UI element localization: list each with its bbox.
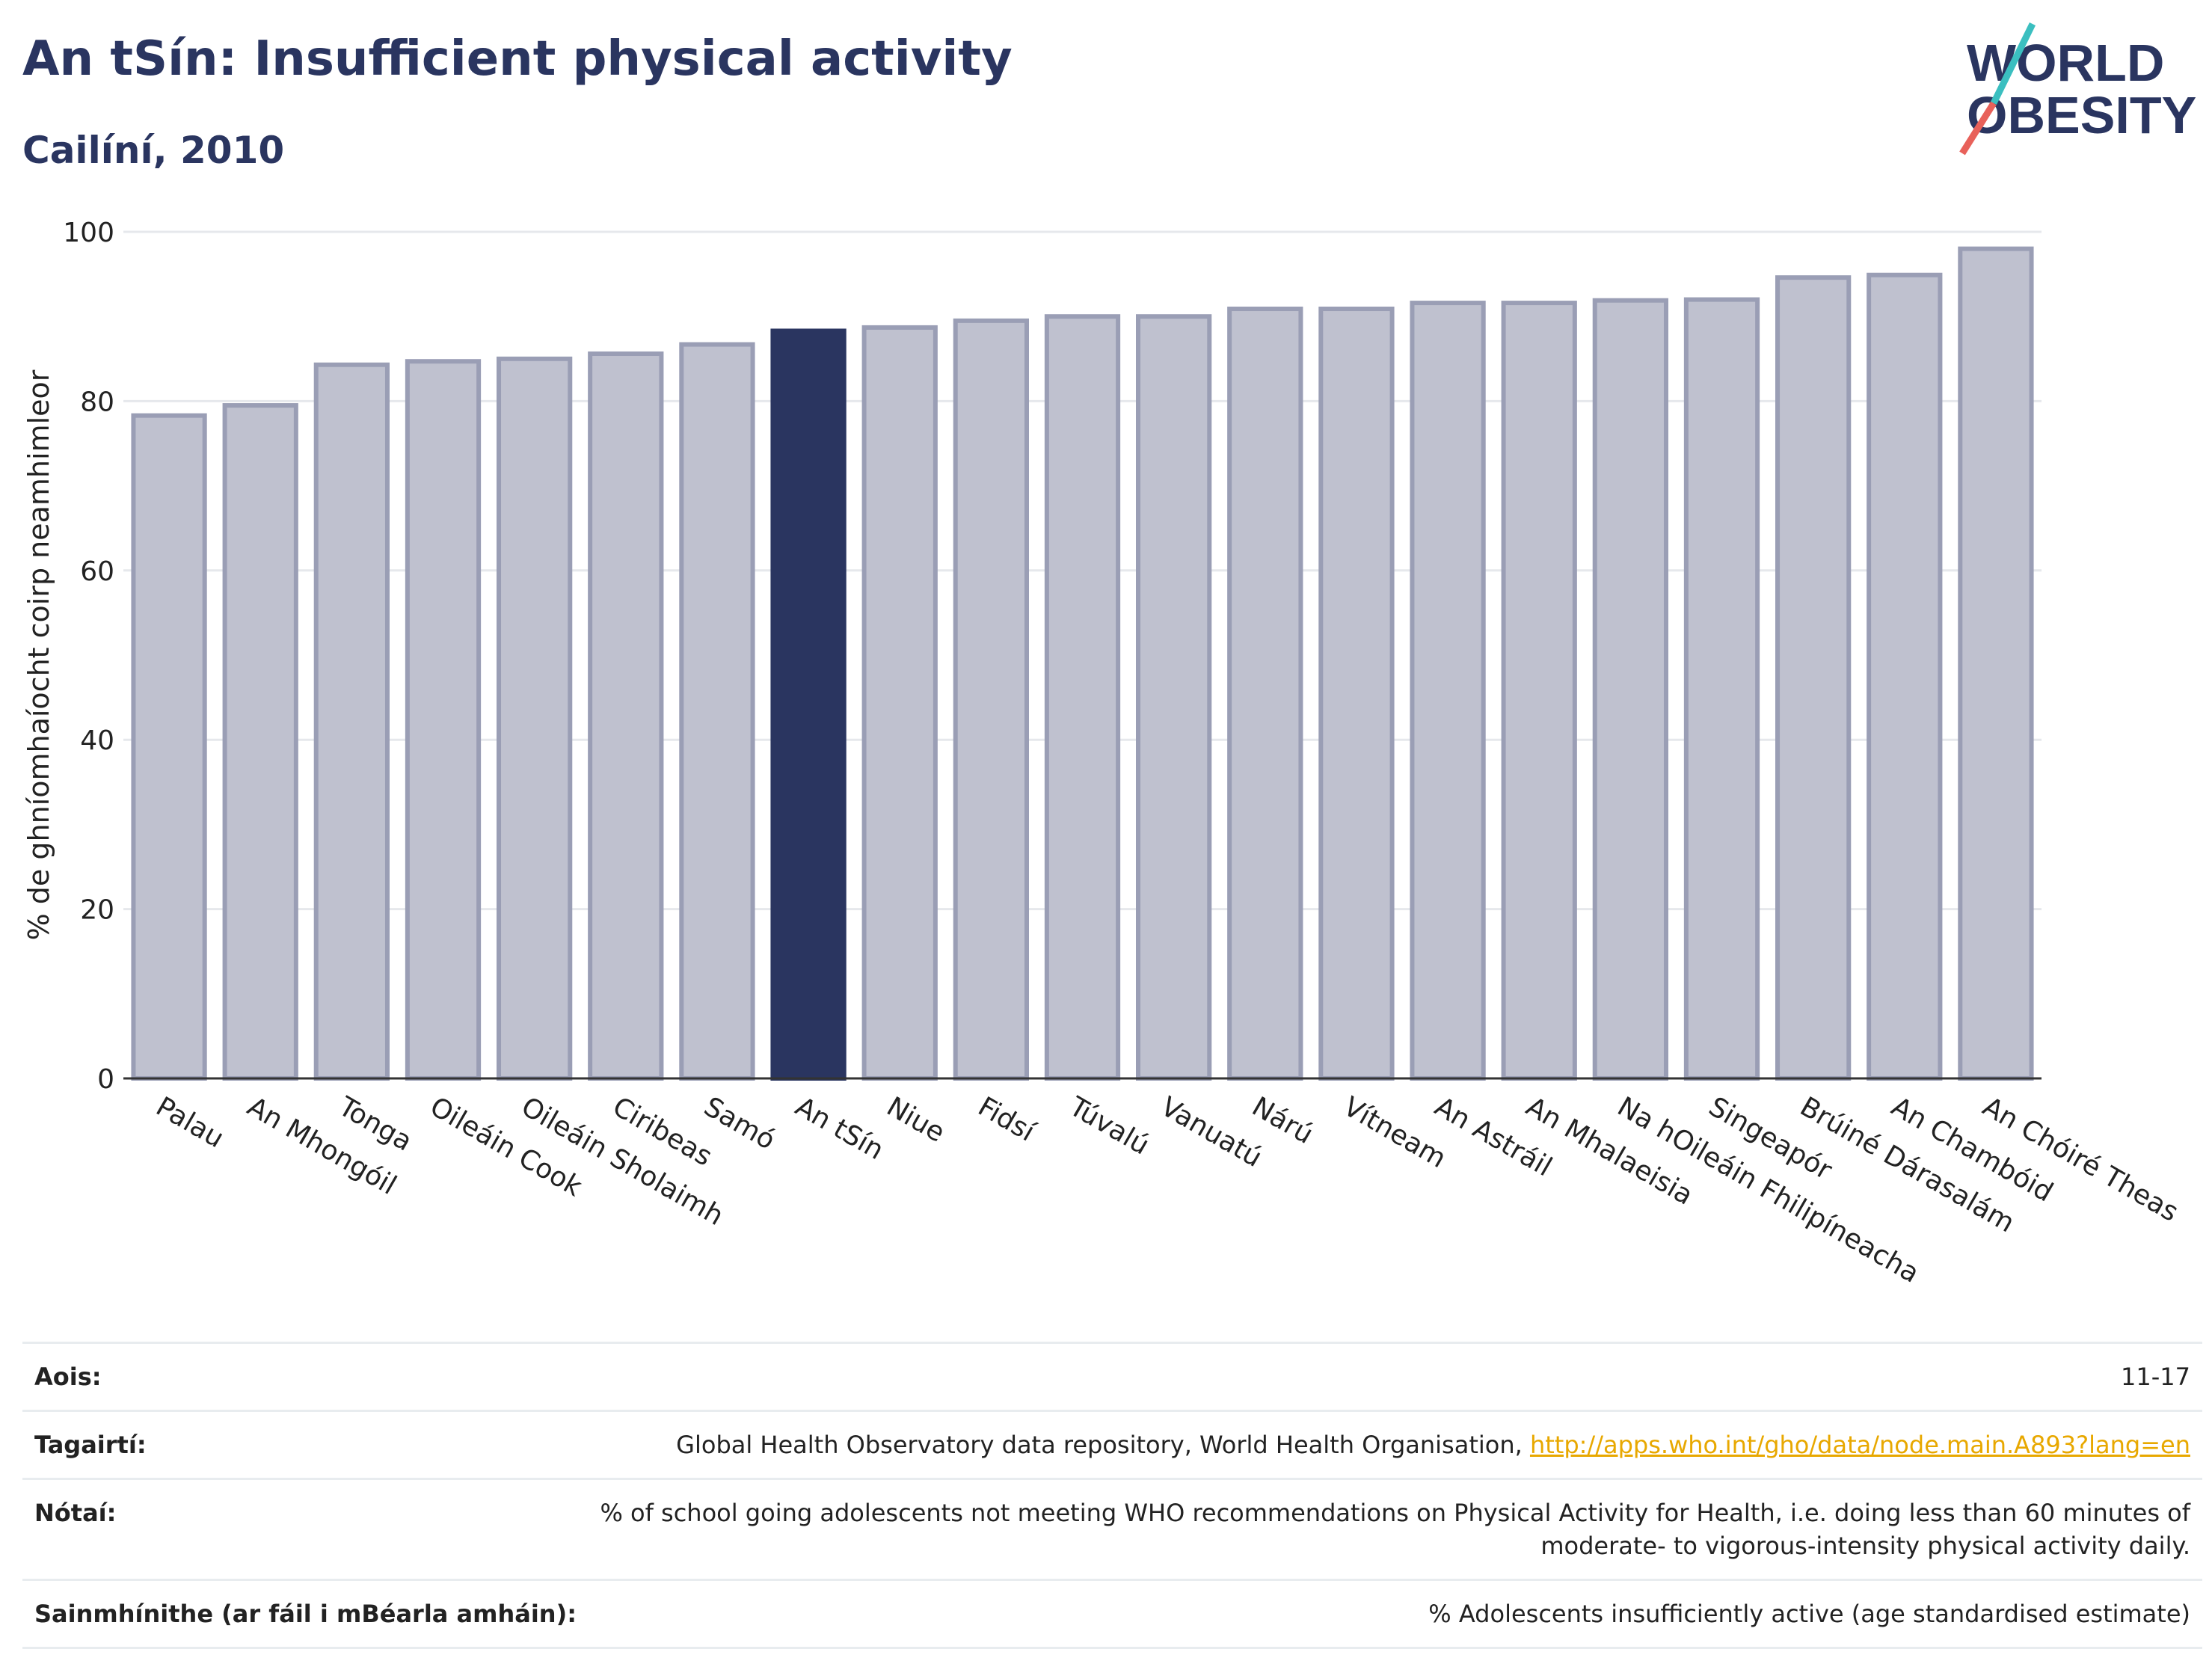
bar <box>1318 307 1395 1081</box>
bar <box>497 356 573 1081</box>
chart-subtitle: Cailíní, 2010 <box>22 129 285 172</box>
x-tick-label: Palau <box>151 1091 230 1154</box>
y-tick-label: 20 <box>80 895 114 926</box>
logo-text-world: WORLD <box>1967 34 2164 92</box>
x-tick-label: Vanuatú <box>1155 1091 1267 1173</box>
y-tick-label: 0 <box>97 1064 114 1095</box>
age-value: 11-17 <box>2121 1363 2190 1391</box>
meta-row-definitions: Sainmhínithe (ar fáil i mBéarla amháin):… <box>22 1579 2202 1649</box>
age-label: Aois: <box>34 1363 102 1391</box>
bar <box>770 328 847 1081</box>
y-tick-labels: 0 20 40 60 80 100 <box>63 218 114 1095</box>
references-link[interactable]: http://apps.who.int/gho/data/node.main.A… <box>1529 1431 2190 1459</box>
bar <box>222 403 298 1081</box>
bar <box>1044 314 1121 1081</box>
notes-line-1: % of school going adolescents not meetin… <box>600 1499 2190 1527</box>
references-value: Global Health Observatory data repositor… <box>676 1428 2190 1461</box>
bar <box>1683 297 1760 1081</box>
bar <box>953 318 1029 1081</box>
meta-row-notes: Nótaí: % of school going adolescents not… <box>22 1478 2202 1579</box>
x-tick-label: Fidsí <box>973 1091 1040 1148</box>
world-obesity-logo: WORLD OBESITY <box>1959 22 2196 156</box>
bar <box>405 359 482 1081</box>
notes-line-2: moderate- to vigorous-intensity physical… <box>1540 1532 2190 1560</box>
bar <box>1867 272 1943 1081</box>
logo-text-obesity: OBESITY <box>1967 86 2196 144</box>
x-tick-label: Túvalú <box>1063 1091 1154 1161</box>
meta-row-references: Tagairtí: Global Health Observatory data… <box>22 1410 2202 1478</box>
bar <box>588 351 664 1081</box>
bar <box>1501 301 1577 1081</box>
meta-row-age: Aois: 11-17 <box>22 1342 2202 1410</box>
x-tick-label: Niue <box>882 1091 950 1148</box>
x-tick-label: An tSín <box>790 1091 889 1166</box>
metadata-table: Aois: 11-17 Tagairtí: Global Health Obse… <box>22 1342 2202 1649</box>
bar <box>679 342 755 1081</box>
definitions-value: % Adolescents insufficiently active (age… <box>1428 1600 2190 1628</box>
logo-teal-slash <box>1990 22 2036 105</box>
notes-label: Nótaí: <box>34 1499 117 1527</box>
bar <box>131 413 207 1081</box>
x-tick-label: Vítneam <box>1338 1091 1451 1174</box>
y-tick-label: 40 <box>80 725 114 756</box>
chart-title: An tSín: Insufficient physical activity <box>22 31 1013 87</box>
bars <box>131 246 2034 1081</box>
notes-value: % of school going adolescents not meetin… <box>600 1496 2190 1562</box>
logo-red-slash <box>1959 101 1997 156</box>
bar <box>1775 275 1852 1081</box>
bar <box>1410 301 1486 1081</box>
bar <box>861 325 938 1081</box>
bar <box>1227 307 1303 1081</box>
y-tick-label: 100 <box>63 218 114 248</box>
references-label: Tagairtí: <box>34 1431 147 1459</box>
bar <box>1592 298 1668 1081</box>
definitions-label: Sainmhínithe (ar fáil i mBéarla amháin): <box>34 1600 577 1628</box>
bar <box>1958 246 2034 1081</box>
x-tick-label: Oileáin Cook <box>425 1091 587 1203</box>
y-tick-label: 60 <box>80 556 114 587</box>
references-text: Global Health Observatory data repositor… <box>676 1431 1530 1459</box>
bar <box>1136 314 1212 1081</box>
y-axis-label: % de ghníomhaíocht coirp neamhimleor <box>22 369 55 940</box>
y-tick-label: 80 <box>80 387 114 417</box>
bar <box>313 362 390 1081</box>
